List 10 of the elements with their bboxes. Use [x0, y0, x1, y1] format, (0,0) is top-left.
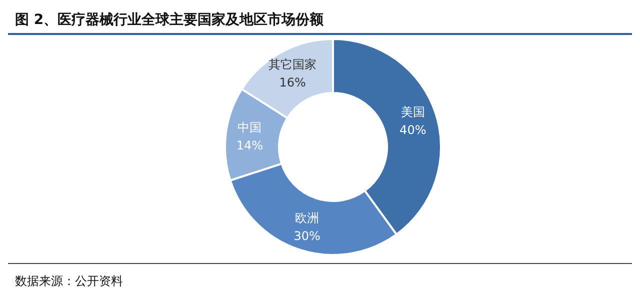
slice-label: 美国 [400, 105, 425, 120]
data-label: 14% [236, 138, 263, 152]
slice-label: 欧洲 [295, 210, 320, 225]
data-label: 16% [279, 75, 306, 90]
chart-title: 图 2、医疗器械行业全球主要国家及地区市场份额 [15, 11, 325, 28]
slice-label: 中国 [238, 120, 262, 134]
data-label: 30% [294, 228, 320, 243]
source-note: 数据来源：公开资料 [15, 274, 123, 288]
data-label: 40% [400, 123, 426, 138]
slice-label: 其它国家 [268, 57, 317, 72]
